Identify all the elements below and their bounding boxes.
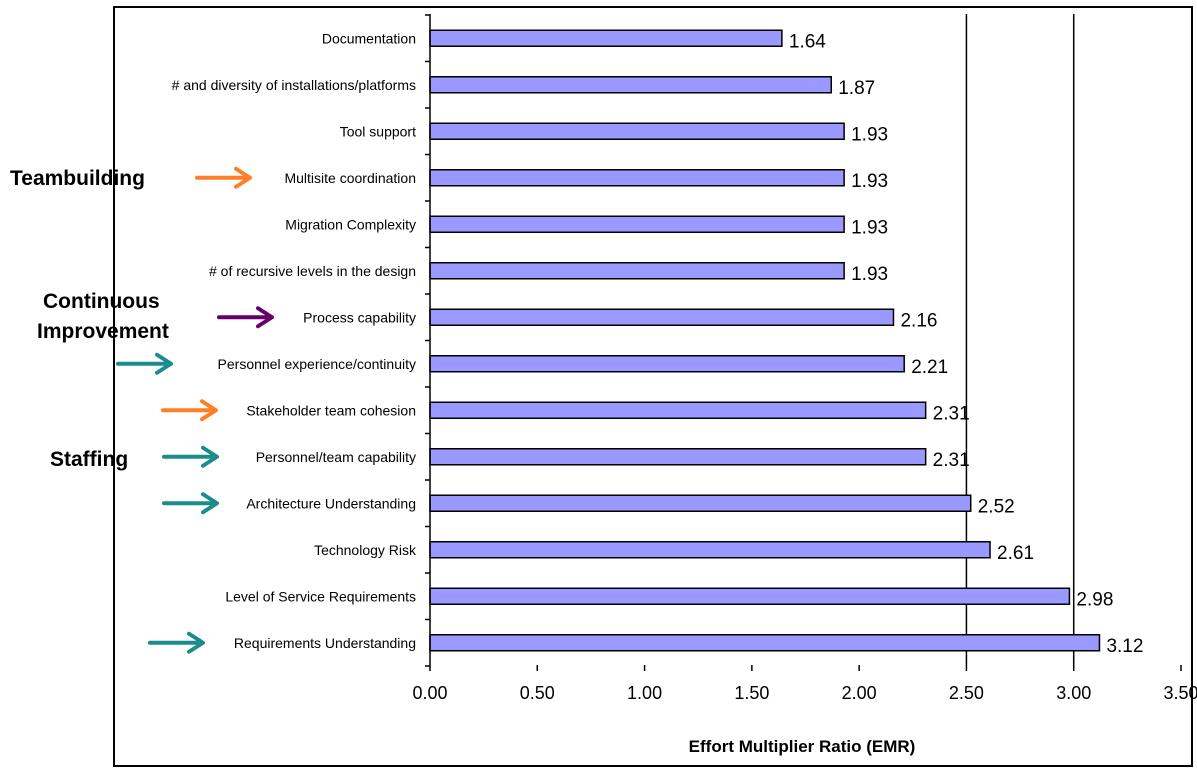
- x-tick-label: 3.00: [1056, 683, 1091, 703]
- category-label: Stakeholder team cohesion: [246, 402, 416, 418]
- arrow-head: [187, 631, 205, 654]
- bar: [429, 494, 972, 512]
- value-label: 1.87: [838, 78, 875, 99]
- category-label: Requirements Understanding: [234, 635, 416, 651]
- value-label: 2.31: [933, 450, 970, 471]
- annotation-label: Teambuilding: [10, 167, 145, 190]
- category-label: Tool support: [340, 123, 416, 139]
- bar: [429, 215, 845, 233]
- annotation-arrow: [195, 166, 252, 189]
- annotation-label: Continuous: [43, 290, 160, 313]
- bar: [429, 587, 1071, 605]
- bar: [429, 401, 927, 419]
- category-label: Technology Risk: [314, 542, 417, 558]
- x-tick-label: 1.00: [627, 683, 662, 703]
- annotation-arrow: [161, 399, 218, 422]
- value-label: 3.12: [1106, 636, 1143, 657]
- bar: [429, 76, 832, 94]
- category-label: Level of Service Requirements: [225, 588, 416, 604]
- category-label: Architecture Understanding: [246, 495, 416, 511]
- annotation-arrow: [148, 631, 205, 654]
- value-label: 2.31: [933, 403, 970, 424]
- category-label: # of recursive levels in the design: [209, 263, 416, 279]
- x-tick-label: 1.50: [734, 683, 769, 703]
- value-label: 2.16: [900, 310, 937, 331]
- bar: [429, 122, 845, 140]
- value-label: 1.93: [851, 217, 888, 238]
- category-label: Personnel/team capability: [256, 449, 416, 465]
- annotation-label: Staffing: [50, 448, 128, 471]
- annotation-arrow: [217, 306, 274, 329]
- arrow-head: [200, 399, 218, 422]
- category-label: Multisite coordination: [284, 170, 416, 186]
- arrow-head: [201, 445, 219, 468]
- x-tick-label: 2.50: [949, 683, 984, 703]
- category-label: Process capability: [303, 309, 416, 325]
- value-label: 2.98: [1076, 589, 1113, 610]
- annotation-arrow: [162, 492, 219, 515]
- value-label: 2.21: [911, 357, 948, 378]
- bar: [429, 29, 783, 47]
- value-label: 1.64: [789, 31, 826, 52]
- arrow-head: [256, 306, 274, 329]
- value-label: 1.93: [851, 171, 888, 192]
- category-label: Personnel experience/continuity: [218, 356, 416, 372]
- bar: [429, 448, 927, 466]
- chart-border: [113, 6, 1193, 767]
- value-label: 2.61: [997, 543, 1034, 564]
- arrow-head: [234, 166, 252, 189]
- bar: [429, 634, 1101, 652]
- bar: [429, 262, 845, 280]
- category-label: Migration Complexity: [285, 216, 416, 232]
- x-tick-label: 2.00: [842, 683, 877, 703]
- value-label: 2.52: [978, 496, 1015, 517]
- bar: [429, 308, 895, 326]
- bar: [429, 169, 845, 187]
- arrow-head: [155, 352, 173, 375]
- x-axis-title: Effort Multiplier Ratio (EMR): [689, 737, 916, 756]
- bar: [429, 355, 905, 373]
- category-label: # and diversity of installations/platfor…: [172, 77, 416, 93]
- arrow-head: [201, 492, 219, 515]
- x-tick-label: 3.50: [1163, 683, 1197, 703]
- x-tick-label: 0.50: [520, 683, 555, 703]
- annotation-arrow: [116, 352, 173, 375]
- annotation-arrow: [162, 445, 219, 468]
- value-label: 1.93: [851, 264, 888, 285]
- x-tick-label: 0.00: [412, 683, 447, 703]
- category-label: Documentation: [322, 30, 416, 46]
- bar: [429, 541, 991, 559]
- annotation-label: Improvement: [37, 320, 169, 343]
- value-label: 1.93: [851, 124, 888, 145]
